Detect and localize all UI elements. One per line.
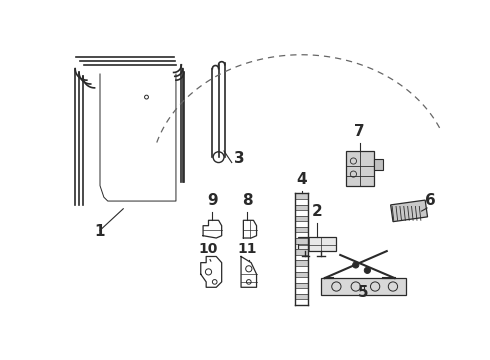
Bar <box>391 200 428 222</box>
Bar <box>295 204 308 210</box>
Bar <box>295 294 308 300</box>
Text: 2: 2 <box>312 204 322 220</box>
Text: 3: 3 <box>234 150 245 166</box>
Bar <box>295 271 308 277</box>
Text: 5: 5 <box>358 285 369 300</box>
Text: 9: 9 <box>207 193 218 208</box>
Text: 1: 1 <box>95 224 105 239</box>
Bar <box>297 237 336 251</box>
Bar <box>295 193 308 199</box>
Text: 6: 6 <box>425 193 436 208</box>
Bar <box>295 260 308 266</box>
Bar <box>295 249 308 255</box>
Text: 7: 7 <box>354 123 365 139</box>
Text: 8: 8 <box>242 193 252 208</box>
Circle shape <box>364 267 370 274</box>
Bar <box>295 227 308 233</box>
Bar <box>373 159 383 170</box>
Text: 4: 4 <box>296 172 307 187</box>
Bar <box>295 283 308 288</box>
Circle shape <box>353 262 359 268</box>
Text: 11: 11 <box>238 242 257 256</box>
Text: 10: 10 <box>199 242 218 256</box>
Bar <box>295 216 308 221</box>
Bar <box>345 151 373 186</box>
Bar <box>295 238 308 244</box>
Bar <box>321 278 406 295</box>
